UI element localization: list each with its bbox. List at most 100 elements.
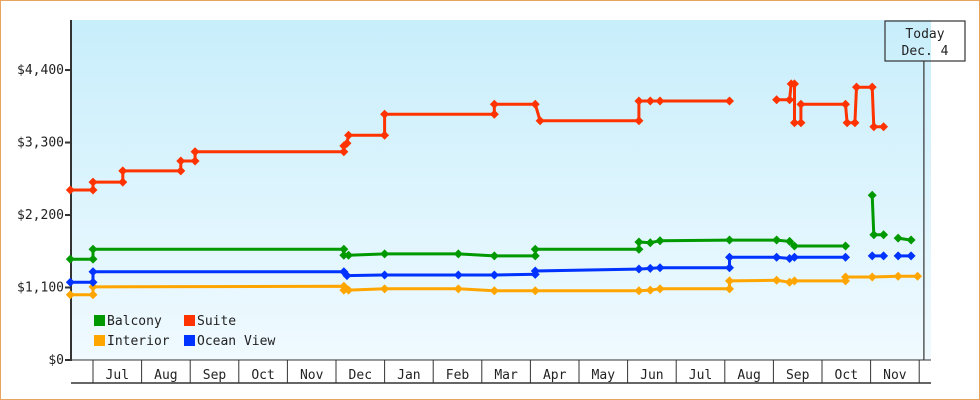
data-point bbox=[176, 156, 186, 166]
data-point bbox=[725, 252, 735, 262]
data-point bbox=[796, 118, 806, 128]
data-point bbox=[772, 95, 782, 105]
x-tick-label: Nov bbox=[883, 368, 907, 383]
data-point bbox=[645, 285, 655, 295]
data-point bbox=[453, 270, 463, 280]
data-point bbox=[339, 147, 349, 157]
data-point bbox=[489, 251, 499, 261]
x-tick-label: Jun bbox=[640, 368, 663, 383]
data-point bbox=[841, 241, 851, 251]
data-point bbox=[65, 254, 75, 264]
data-point bbox=[530, 251, 540, 261]
data-point bbox=[453, 249, 463, 259]
y-tick-label: $2,200 bbox=[17, 208, 64, 223]
data-point bbox=[851, 82, 861, 92]
data-point bbox=[88, 185, 98, 195]
data-point bbox=[380, 249, 390, 259]
data-point bbox=[118, 166, 128, 176]
data-point bbox=[344, 285, 354, 295]
data-point bbox=[645, 238, 655, 248]
y-tick-label: $1,100 bbox=[17, 281, 64, 296]
data-point bbox=[530, 266, 540, 276]
data-point bbox=[655, 263, 665, 273]
x-tick-label: Jan bbox=[397, 368, 420, 383]
x-tick-label: Aug bbox=[737, 368, 760, 383]
data-point bbox=[725, 96, 735, 106]
data-point bbox=[906, 251, 916, 261]
data-point bbox=[453, 284, 463, 294]
data-point bbox=[489, 109, 499, 119]
x-tick-label: Jul bbox=[106, 368, 129, 383]
data-point bbox=[634, 244, 644, 254]
data-point bbox=[850, 118, 860, 128]
data-point bbox=[634, 237, 644, 247]
legend-label: Balcony bbox=[107, 314, 162, 329]
data-point bbox=[88, 290, 98, 300]
data-point bbox=[906, 235, 916, 245]
x-tick-label: Nov bbox=[300, 368, 324, 383]
data-point bbox=[88, 282, 98, 292]
data-point bbox=[725, 263, 735, 273]
legend-swatch bbox=[94, 335, 105, 346]
data-point bbox=[841, 252, 851, 262]
data-point bbox=[489, 99, 499, 109]
data-point bbox=[867, 190, 877, 200]
data-point bbox=[725, 284, 735, 294]
data-point bbox=[841, 272, 851, 282]
data-point bbox=[88, 244, 98, 254]
data-point bbox=[879, 122, 889, 132]
data-point bbox=[789, 118, 799, 128]
data-point bbox=[88, 177, 98, 187]
data-point bbox=[645, 263, 655, 273]
data-point bbox=[789, 252, 799, 262]
data-point bbox=[725, 235, 735, 245]
data-point bbox=[796, 99, 806, 109]
y-tick-label: $0 bbox=[48, 353, 64, 368]
data-point bbox=[535, 116, 545, 126]
data-point bbox=[785, 95, 795, 105]
data-point bbox=[65, 277, 75, 287]
x-tick-label: Dec bbox=[349, 368, 372, 383]
data-point bbox=[893, 233, 903, 243]
data-point bbox=[789, 79, 799, 89]
series-interior bbox=[65, 271, 923, 300]
data-point bbox=[530, 99, 540, 109]
data-point bbox=[339, 285, 349, 295]
legend-item-balcony: Balcony bbox=[94, 314, 162, 329]
legend-label: Suite bbox=[197, 314, 236, 329]
data-point bbox=[530, 244, 540, 254]
x-tick-label: Oct bbox=[835, 368, 858, 383]
data-point bbox=[88, 267, 98, 277]
data-point bbox=[867, 272, 877, 282]
today-date: Dec. 4 bbox=[902, 44, 949, 59]
data-point bbox=[65, 185, 75, 195]
data-point bbox=[655, 96, 665, 106]
data-point bbox=[772, 235, 782, 245]
data-point bbox=[489, 286, 499, 296]
data-point bbox=[190, 147, 200, 157]
data-point bbox=[772, 252, 782, 262]
legend-swatch bbox=[184, 315, 195, 326]
data-point bbox=[867, 251, 877, 261]
data-point bbox=[118, 177, 128, 187]
x-tick-label: Sep bbox=[786, 368, 810, 383]
data-point bbox=[785, 236, 795, 246]
legend-swatch bbox=[94, 315, 105, 326]
data-point bbox=[893, 271, 903, 281]
data-point bbox=[65, 290, 75, 300]
data-point bbox=[88, 254, 98, 264]
today-label: Today bbox=[905, 27, 944, 42]
data-point bbox=[176, 166, 186, 176]
data-point bbox=[913, 271, 923, 281]
data-point bbox=[772, 275, 782, 285]
data-point bbox=[380, 284, 390, 294]
data-point bbox=[342, 271, 352, 281]
data-point bbox=[841, 99, 851, 109]
data-point bbox=[655, 236, 665, 246]
y-tick-label: $3,300 bbox=[17, 136, 64, 151]
data-point bbox=[634, 286, 644, 296]
data-point bbox=[869, 122, 879, 132]
data-point bbox=[530, 286, 540, 296]
